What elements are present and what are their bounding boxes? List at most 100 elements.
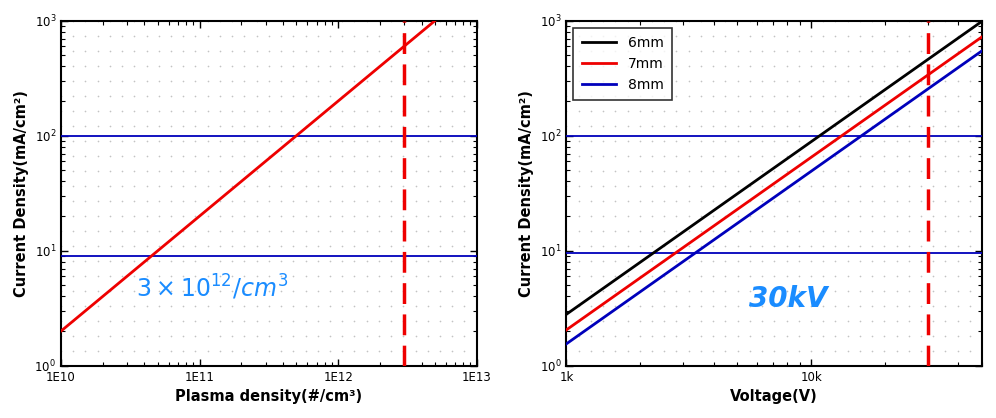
Point xyxy=(187,287,203,294)
Point xyxy=(950,347,966,354)
Point xyxy=(126,332,142,339)
Point xyxy=(962,62,978,69)
Point xyxy=(175,77,191,84)
Point xyxy=(90,62,106,69)
Point xyxy=(766,122,782,129)
Point xyxy=(717,317,733,324)
Point xyxy=(347,332,363,339)
Point xyxy=(371,47,386,54)
Point xyxy=(583,362,599,369)
Point xyxy=(962,227,978,234)
Point xyxy=(469,302,485,309)
Point xyxy=(828,273,844,279)
Point xyxy=(840,47,856,54)
Point xyxy=(212,212,228,219)
Point xyxy=(200,152,216,159)
Point xyxy=(126,138,142,144)
Point xyxy=(310,107,326,114)
Point xyxy=(730,138,746,144)
Point xyxy=(815,32,831,39)
Point xyxy=(224,362,240,369)
Point xyxy=(596,197,612,204)
Point xyxy=(631,302,647,309)
Point xyxy=(608,197,623,204)
Point xyxy=(620,317,635,324)
Point xyxy=(261,212,277,219)
Point xyxy=(815,17,831,24)
Point xyxy=(865,257,880,264)
Point xyxy=(583,92,599,99)
Point xyxy=(359,257,374,264)
Point xyxy=(791,122,807,129)
8mm xyxy=(760,200,772,205)
Point xyxy=(693,167,709,174)
Point xyxy=(419,17,435,24)
Point xyxy=(102,242,118,249)
Point xyxy=(102,182,118,189)
Point xyxy=(200,212,216,219)
Point xyxy=(200,273,216,279)
Point xyxy=(888,197,904,204)
Point xyxy=(200,182,216,189)
Point xyxy=(273,182,289,189)
Point xyxy=(395,77,411,84)
Point xyxy=(608,107,623,114)
Point xyxy=(249,317,265,324)
Point xyxy=(359,17,374,24)
Point xyxy=(273,242,289,249)
Point xyxy=(656,302,672,309)
Point xyxy=(974,182,990,189)
Point xyxy=(840,17,856,24)
Point xyxy=(359,227,374,234)
Point xyxy=(925,47,941,54)
Point xyxy=(620,332,635,339)
Point xyxy=(656,107,672,114)
Point xyxy=(444,17,460,24)
Point xyxy=(347,197,363,204)
Point xyxy=(754,122,770,129)
Point xyxy=(950,317,966,324)
Point xyxy=(852,92,868,99)
Point xyxy=(347,212,363,219)
Point xyxy=(925,257,941,264)
Point xyxy=(596,17,612,24)
Point xyxy=(571,332,587,339)
Point xyxy=(335,347,351,354)
Point xyxy=(913,317,929,324)
Point xyxy=(693,197,709,204)
Point xyxy=(371,227,386,234)
Point xyxy=(212,347,228,354)
Point xyxy=(950,122,966,129)
Point xyxy=(224,212,240,219)
Point xyxy=(310,302,326,309)
7mm xyxy=(561,327,573,332)
Point xyxy=(432,332,448,339)
Point xyxy=(285,317,301,324)
Point xyxy=(815,92,831,99)
Point xyxy=(66,197,82,204)
Point xyxy=(828,47,844,54)
Point xyxy=(90,182,106,189)
Point xyxy=(742,362,758,369)
Point xyxy=(456,107,472,114)
Point xyxy=(285,62,301,69)
Point xyxy=(680,122,696,129)
Point xyxy=(779,302,795,309)
Point xyxy=(730,273,746,279)
Point xyxy=(138,257,154,264)
Point xyxy=(596,242,612,249)
Point xyxy=(766,77,782,84)
Point xyxy=(395,17,411,24)
Point xyxy=(444,167,460,174)
Point xyxy=(273,32,289,39)
Point xyxy=(419,332,435,339)
Point xyxy=(236,92,252,99)
Point xyxy=(705,152,721,159)
Point xyxy=(583,17,599,24)
Point xyxy=(224,62,240,69)
Point xyxy=(693,32,709,39)
Point xyxy=(212,257,228,264)
Point xyxy=(126,197,142,204)
Point xyxy=(815,152,831,159)
Point xyxy=(359,212,374,219)
